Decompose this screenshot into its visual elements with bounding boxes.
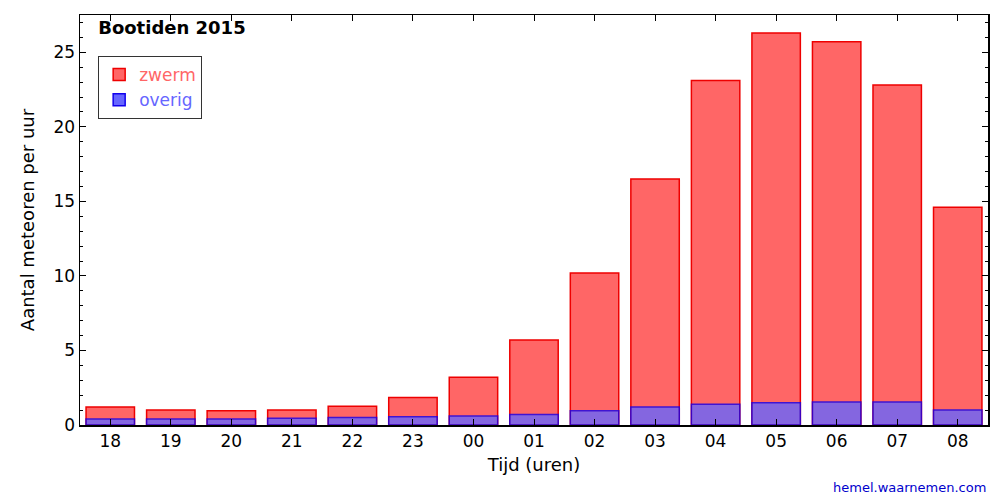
svg-text:Tijd (uren): Tijd (uren) <box>487 454 581 475</box>
svg-text:00: 00 <box>463 431 485 451</box>
svg-text:hemel.waarnemen.com: hemel.waarnemen.com <box>833 480 986 495</box>
svg-text:08: 08 <box>947 431 969 451</box>
svg-text:01: 01 <box>523 431 545 451</box>
svg-text:20: 20 <box>53 117 75 137</box>
svg-text:06: 06 <box>826 431 848 451</box>
svg-text:02: 02 <box>584 431 606 451</box>
svg-text:04: 04 <box>705 431 727 451</box>
svg-text:22: 22 <box>342 431 364 451</box>
svg-text:03: 03 <box>644 431 666 451</box>
svg-text:05: 05 <box>765 431 787 451</box>
svg-text:20: 20 <box>221 431 243 451</box>
svg-text:07: 07 <box>886 431 908 451</box>
svg-text:overig: overig <box>139 90 192 110</box>
svg-text:zwerm: zwerm <box>139 65 196 85</box>
svg-text:23: 23 <box>402 431 424 451</box>
svg-text:21: 21 <box>281 431 303 451</box>
svg-text:5: 5 <box>64 340 75 360</box>
svg-text:25: 25 <box>53 42 75 62</box>
svg-text:19: 19 <box>160 431 182 451</box>
svg-text:15: 15 <box>53 191 75 211</box>
svg-text:10: 10 <box>53 266 75 286</box>
svg-text:18: 18 <box>99 431 121 451</box>
svg-text:0: 0 <box>64 415 75 435</box>
svg-text:Bootiden 2015: Bootiden 2015 <box>98 17 246 38</box>
svg-text:Aantal meteoren per uur: Aantal meteoren per uur <box>17 108 38 331</box>
